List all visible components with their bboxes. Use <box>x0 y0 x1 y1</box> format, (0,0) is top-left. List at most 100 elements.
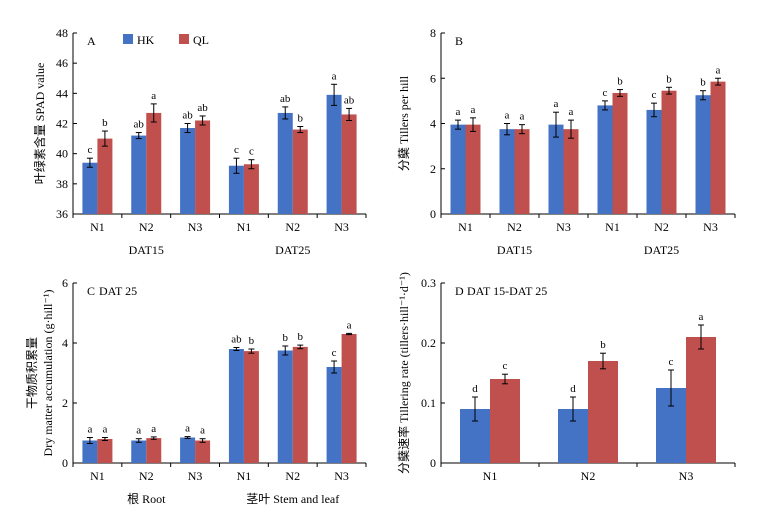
significance-letter: c <box>603 87 608 99</box>
x-group-label: DAT25 <box>644 243 679 257</box>
significance-letter: c <box>87 144 92 156</box>
panel-label: B <box>455 34 463 48</box>
x-tick-label: N1 <box>605 220 620 234</box>
significance-letter: ab <box>197 102 208 114</box>
significance-letter: d <box>570 383 576 395</box>
bar-hk <box>450 124 466 214</box>
x-group-label: 根 Root <box>127 492 166 506</box>
significance-letter: ab <box>344 94 355 106</box>
x-tick-label: N2 <box>139 469 154 483</box>
y-tick-label: 36 <box>56 207 68 221</box>
bar-hk <box>131 135 147 214</box>
significance-letter: ab <box>231 334 242 346</box>
y-tick-label: 38 <box>56 177 68 191</box>
x-tick-label: N1 <box>483 469 498 483</box>
bar-ql <box>490 379 520 463</box>
x-tick-label: N1 <box>90 469 105 483</box>
bar-ql <box>514 129 530 214</box>
bar-hk <box>228 165 244 214</box>
significance-letter: a <box>456 106 461 118</box>
significance-letter: b <box>102 117 108 129</box>
significance-letter: ab <box>182 110 193 122</box>
y-tick-label: 0 <box>62 456 68 470</box>
significance-letter: b <box>283 332 289 344</box>
y-tick-label: 2 <box>430 162 436 176</box>
significance-letter: b <box>700 77 706 89</box>
bar-ql <box>195 120 211 214</box>
bar-ql <box>97 439 113 463</box>
y-axis-label-secondary: Dry matter accumulation (g·hill⁻¹) <box>41 290 55 457</box>
significance-letter: a <box>716 64 721 76</box>
bar-ql <box>243 351 259 463</box>
x-tick-label: N2 <box>581 469 596 483</box>
significance-letter: c <box>249 146 254 158</box>
y-tick-label: 44 <box>56 86 68 100</box>
x-tick-label: N2 <box>654 220 669 234</box>
bar-ql <box>341 334 357 463</box>
x-tick-label: N3 <box>334 220 349 234</box>
y-tick-label: 0.3 <box>421 276 436 290</box>
x-tick-label: N2 <box>139 220 154 234</box>
y-tick-label: 48 <box>56 26 68 40</box>
x-group-label: 茎叶 Stem and leaf <box>246 492 339 506</box>
bar-hk <box>277 112 293 214</box>
bar-hk <box>131 440 147 463</box>
bar-hk <box>646 109 662 214</box>
bar-ql <box>292 129 308 214</box>
y-tick-label: 46 <box>56 56 68 70</box>
x-group-label: DAT15 <box>129 243 164 257</box>
significance-letter: c <box>669 356 674 368</box>
bar-hk <box>326 94 342 214</box>
bar-hk <box>82 440 98 463</box>
bar-ql <box>710 81 726 214</box>
bar-ql <box>341 114 357 214</box>
y-tick-label: 8 <box>430 26 436 40</box>
significance-letter: c <box>332 347 337 359</box>
significance-letter: a <box>520 111 525 123</box>
significance-letter: a <box>87 424 92 436</box>
y-tick-label: 6 <box>430 71 436 85</box>
x-tick-label: N3 <box>556 220 571 234</box>
x-tick-label: N3 <box>679 469 694 483</box>
bar-ql <box>146 438 162 463</box>
significance-letter: b <box>666 73 672 85</box>
bar-hk <box>180 437 196 463</box>
significance-letter: ab <box>134 119 145 131</box>
panel-label: C <box>87 284 95 298</box>
legend-swatch-hk <box>123 34 133 44</box>
panel-d-tillering-rate-chart: 0 0.1 0.2 0.3 N1 N2 N3 d d c c b a D DAT 15-DAT 25 分蘖速率… <box>396 272 736 483</box>
bar-hk <box>695 95 711 214</box>
panel-label: D <box>455 284 464 298</box>
y-tick-label: 42 <box>56 117 68 131</box>
significance-letter: a <box>554 98 559 110</box>
bar-ql <box>588 361 618 463</box>
y-tick-label: 2 <box>62 396 68 410</box>
y-tick-label: 0.2 <box>421 336 436 350</box>
x-tick-label: N2 <box>507 220 522 234</box>
bar-ql <box>465 124 481 214</box>
significance-letter: b <box>298 331 304 343</box>
bar-hk <box>82 162 98 214</box>
significance-letter: a <box>347 319 352 331</box>
significance-letter: a <box>569 106 574 118</box>
bar-ql <box>661 90 677 214</box>
significance-letter: c <box>234 144 239 156</box>
bar-hk <box>597 105 613 214</box>
bar-hk <box>180 128 196 214</box>
bar-ql <box>686 337 716 463</box>
x-tick-label: N3 <box>188 469 203 483</box>
bar-ql <box>612 92 628 214</box>
x-tick-label: N1 <box>90 220 105 234</box>
x-group-label: DAT25 <box>275 243 310 257</box>
significance-letter: ab <box>280 93 291 105</box>
y-tick-label: 0.1 <box>421 396 436 410</box>
significance-letter: a <box>102 424 107 436</box>
significance-letter: b <box>600 339 606 351</box>
bar-ql <box>292 346 308 463</box>
x-group-label: DAT15 <box>497 243 532 257</box>
legend-label-ql: QL <box>193 33 209 47</box>
bar-hk <box>499 129 515 214</box>
y-axis-label: 分蘖速率 Tillering rate (tillers·hill⁻¹·d⁻¹) <box>396 272 411 474</box>
bar-hk <box>326 367 342 463</box>
